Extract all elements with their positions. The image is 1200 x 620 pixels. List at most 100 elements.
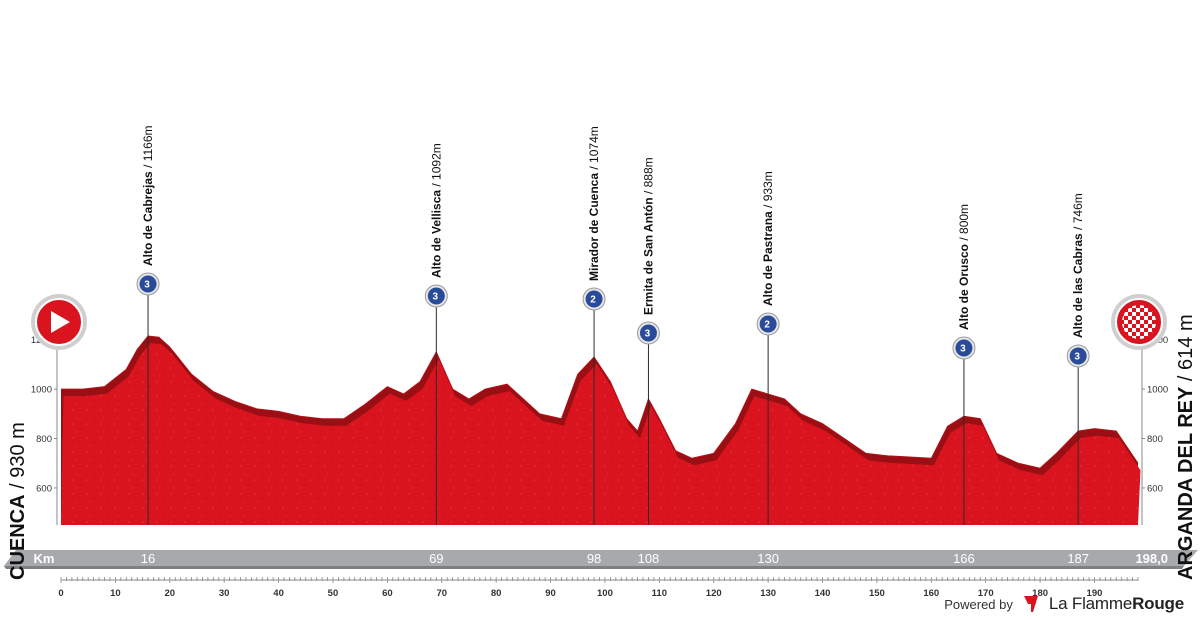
x-tick-label: 60 xyxy=(382,588,393,599)
profile-line xyxy=(61,335,1139,469)
start-city-name: CUENCA xyxy=(7,494,29,580)
climb-name: Mirador de Cuenca xyxy=(587,173,601,281)
x-tick-label: 180 xyxy=(1032,588,1048,599)
y-tick-right-label: 800 xyxy=(1147,434,1163,445)
y-tick-right-label: 1000 xyxy=(1147,385,1168,396)
category-badge-label: 3 xyxy=(144,280,150,291)
finish-city-label: ARGANDA DEL REY / 614 m xyxy=(1175,314,1197,580)
climb-name: Alto de Orusco xyxy=(957,244,971,330)
brand-name: La FlammeRouge xyxy=(1049,594,1184,614)
category-badge-label: 3 xyxy=(960,344,966,355)
finish-marker: ARGANDA DEL REY / 614 m xyxy=(1111,294,1197,580)
category-badge-label: 3 xyxy=(1074,352,1080,363)
flame-logo-icon xyxy=(1023,596,1038,612)
profile-area xyxy=(61,343,1141,525)
climb-name: Alto de Cabrejas xyxy=(141,171,155,266)
x-tick-label: 0 xyxy=(58,588,63,599)
x-tick-label: 50 xyxy=(328,588,339,599)
start-play-icon xyxy=(51,311,70,333)
x-tick-label: 140 xyxy=(815,588,831,599)
climb-name: Alto de Pastrana xyxy=(761,211,775,306)
km-marker-label: 166 xyxy=(953,551,975,566)
km-marker-label: 98 xyxy=(587,551,601,566)
km-bar-background xyxy=(4,550,1198,566)
category-badge-label: 3 xyxy=(645,329,651,340)
powered-by-text: Powered by xyxy=(944,596,1013,612)
x-tick-label: 80 xyxy=(491,588,502,599)
finish-city-name: ARGANDA DEL REY xyxy=(1175,386,1197,580)
climb-name: Alto de las Cabras xyxy=(1071,233,1085,338)
climb-label: Ermita de San Antón / 888m xyxy=(641,157,655,315)
km-marker-label: 69 xyxy=(429,551,443,566)
climb-name: Alto de Vellisca xyxy=(429,190,443,278)
x-tick-label: 70 xyxy=(436,588,447,599)
climb-elevation: 1166m xyxy=(141,125,155,161)
km-marker-label: 16 xyxy=(141,551,155,566)
climb-label: Alto de Vellisca / 1092m xyxy=(429,143,443,278)
brand-light: La Flamme xyxy=(1048,594,1133,613)
climb-separator: / xyxy=(1071,223,1085,233)
climb-alto-de-pastrana: 2 Alto de Pastrana / 933m xyxy=(756,171,780,525)
x-tick-label: 130 xyxy=(760,588,776,599)
x-tick-label: 10 xyxy=(110,588,121,599)
climb-ermita-de-san-ant-n: 3 Ermita de San Antón / 888m xyxy=(636,157,660,525)
x-tick-label: 100 xyxy=(597,588,613,599)
km-bar: Km 16 69 98 108 130 166 187 198,0 xyxy=(4,550,1198,569)
y-tick-right-label: 600 xyxy=(1147,483,1163,494)
finish-city-elevation: / 614 m xyxy=(1175,314,1197,386)
climb-label: Alto de Orusco / 800m xyxy=(957,204,971,330)
climb-alto-de-vellisca: 3 Alto de Vellisca / 1092m xyxy=(424,143,448,525)
category-badge-icon xyxy=(759,315,777,333)
km-marker-label: 187 xyxy=(1067,551,1089,566)
category-badge-label: 2 xyxy=(590,295,596,306)
climb-label: Alto de Cabrejas / 1166m xyxy=(141,125,155,266)
finish-checkered-flag-icon xyxy=(1122,305,1156,339)
climb-elevation: 800m xyxy=(957,204,971,234)
climb-separator: / xyxy=(429,180,443,190)
climb-separator: / xyxy=(587,163,601,173)
total-distance-label: 198,0 xyxy=(1135,551,1168,566)
climb-separator: / xyxy=(957,234,971,244)
climb-alto-de-orusco: 3 Alto de Orusco / 800m xyxy=(952,204,976,525)
brand-bold: Rouge xyxy=(1132,594,1184,613)
climb-label: Alto de Pastrana / 933m xyxy=(761,171,775,306)
climb-elevation: 888m xyxy=(641,157,655,187)
climb-elevation: 746m xyxy=(1071,193,1085,223)
climb-label: Mirador de Cuenca / 1074m xyxy=(587,126,601,281)
powered-by-footer: Powered by La FlammeRouge xyxy=(944,594,1184,614)
x-tick-label: 120 xyxy=(706,588,722,599)
x-tick-label: 40 xyxy=(273,588,284,599)
climb-alto-de-las-cabras: 3 Alto de las Cabras / 746m xyxy=(1066,193,1090,525)
x-tick-label: 170 xyxy=(978,588,994,599)
category-badge-icon xyxy=(955,339,973,357)
km-marker-label: 108 xyxy=(638,551,660,566)
climb-alto-de-cabrejas: 3 Alto de Cabrejas / 1166m xyxy=(136,125,160,525)
x-tick-label: 20 xyxy=(164,588,175,599)
y-tick-left-label: 800 xyxy=(36,434,52,445)
x-tick-label: 150 xyxy=(869,588,885,599)
km-bar-shadow xyxy=(4,566,1184,569)
x-tick-label: 90 xyxy=(545,588,556,599)
x-axis: 0 10 20 30 40 50 60 70 80 90 100 110 120 130 140 150 160… xyxy=(58,577,1139,599)
climb-elevation: 933m xyxy=(761,171,775,201)
climb-separator: / xyxy=(761,201,775,211)
x-tick-label: 110 xyxy=(652,588,667,599)
category-badge-icon xyxy=(1069,347,1087,365)
climb-name: Ermita de San Antón xyxy=(641,197,655,315)
category-badge-icon xyxy=(639,324,657,342)
category-badge-icon xyxy=(139,275,157,293)
y-axis-right: 60080010001200 xyxy=(1141,335,1168,525)
climb-separator: / xyxy=(641,187,655,197)
elevation-profile xyxy=(61,335,1141,525)
y-tick-left-label: 1000 xyxy=(31,385,52,396)
start-city-elevation: / 930 m xyxy=(7,422,29,494)
y-axis-left: 60080010001200 xyxy=(31,335,58,525)
km-marker-label: 130 xyxy=(757,551,779,566)
category-badge-icon xyxy=(585,290,603,308)
climb-mirador-de-cuenca: 2 Mirador de Cuenca / 1074m xyxy=(582,126,606,525)
x-tick-label: 160 xyxy=(923,588,939,599)
climb-markers: 3 Alto de Cabrejas / 1166m 3 Alto de Vellis… xyxy=(136,125,1090,525)
x-tick-label: 30 xyxy=(219,588,230,599)
climb-elevation: 1092m xyxy=(429,143,443,180)
